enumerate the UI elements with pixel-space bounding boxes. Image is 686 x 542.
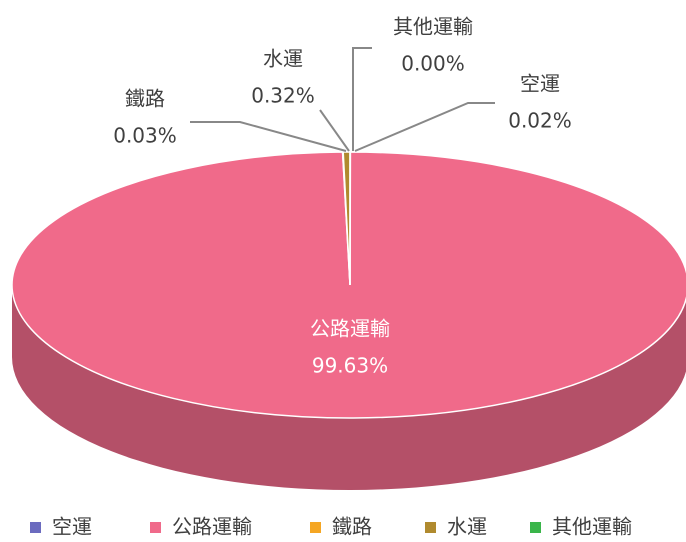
data-label-value: 99.63% (312, 354, 388, 378)
legend-label: 空運 (52, 515, 92, 539)
leader-line (352, 47, 372, 151)
legend-label: 其他運輸 (552, 515, 632, 539)
data-label-name: 鐵路 (125, 87, 165, 111)
data-label-value: 0.00% (401, 52, 465, 76)
slice-side (12, 285, 686, 490)
data-label-name: 公路運輸 (310, 317, 390, 341)
legend-swatch (310, 522, 321, 533)
legend-swatch (150, 522, 161, 533)
legend-label: 鐵路 (332, 515, 372, 539)
data-label-value: 0.03% (113, 124, 177, 148)
leader-line (354, 102, 495, 152)
legend-swatch (530, 522, 541, 533)
data-label-value: 0.02% (508, 109, 572, 133)
legend-label: 水運 (447, 515, 487, 539)
leader-line (319, 109, 350, 152)
data-label-value: 0.32% (251, 84, 315, 108)
leader-line (190, 121, 347, 152)
slice (11, 151, 686, 419)
legend-swatch (425, 522, 436, 533)
legend-swatch (30, 522, 41, 533)
legend-label: 公路運輸 (172, 515, 252, 539)
data-label-name: 水運 (263, 47, 303, 71)
data-label-name: 其他運輸 (393, 15, 473, 39)
data-label-name: 空運 (520, 72, 560, 96)
